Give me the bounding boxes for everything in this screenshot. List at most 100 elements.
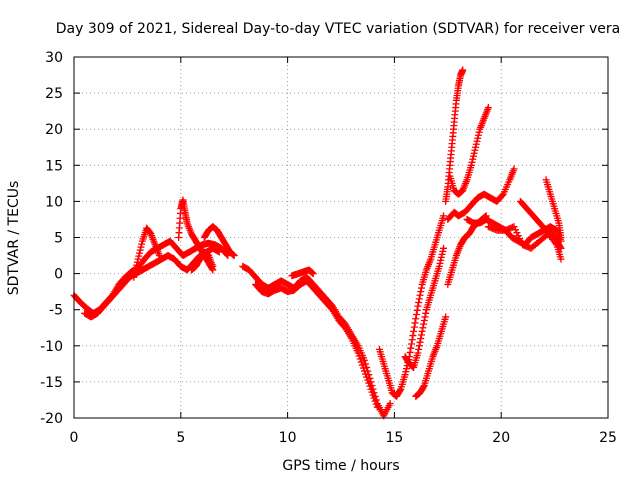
data-point bbox=[138, 240, 146, 248]
data-point bbox=[421, 313, 429, 321]
data-point bbox=[440, 212, 448, 220]
data-point bbox=[363, 373, 371, 381]
data-point bbox=[419, 324, 427, 332]
data-point bbox=[420, 317, 428, 325]
data-point bbox=[418, 327, 426, 335]
data-point bbox=[131, 270, 139, 278]
data-track-14 bbox=[446, 104, 492, 198]
y-tick-label: -10 bbox=[40, 339, 63, 355]
data-point bbox=[415, 298, 423, 306]
y-tick-label: 30 bbox=[45, 50, 63, 66]
data-point bbox=[467, 161, 475, 169]
data-point bbox=[401, 371, 409, 379]
data-point bbox=[436, 259, 444, 267]
data-point bbox=[155, 252, 163, 260]
data-point bbox=[230, 252, 238, 260]
data-track-9 bbox=[288, 266, 317, 280]
plot-frame bbox=[73, 56, 609, 419]
data-point bbox=[420, 383, 428, 391]
data-point bbox=[410, 327, 418, 335]
data-point bbox=[407, 344, 415, 352]
data-point bbox=[209, 262, 217, 270]
data-point bbox=[416, 291, 424, 299]
data-point bbox=[373, 403, 381, 411]
data-track-15 bbox=[444, 165, 518, 223]
data-point bbox=[417, 284, 425, 292]
data-point bbox=[371, 397, 379, 405]
data-point bbox=[511, 226, 519, 234]
x-tick-label: 15 bbox=[385, 430, 403, 446]
data-point bbox=[516, 235, 524, 243]
x-tick-label: 20 bbox=[492, 430, 510, 446]
data-point bbox=[498, 191, 506, 199]
data-point bbox=[475, 128, 483, 136]
data-point bbox=[367, 385, 375, 393]
y-tick-label: -5 bbox=[49, 303, 63, 319]
x-tick-label: 0 bbox=[70, 430, 79, 446]
data-point bbox=[215, 248, 223, 256]
data-track-7 bbox=[239, 262, 394, 420]
data-point bbox=[357, 358, 365, 366]
data-point bbox=[472, 140, 480, 148]
x-axis-label: GPS time / hours bbox=[282, 458, 399, 474]
data-point bbox=[368, 388, 376, 396]
data-point bbox=[406, 348, 414, 356]
data-point bbox=[362, 370, 370, 378]
data-point bbox=[422, 309, 430, 317]
y-tick-label: 0 bbox=[54, 267, 63, 283]
data-point bbox=[470, 149, 478, 157]
data-point bbox=[356, 355, 364, 363]
data-point bbox=[135, 252, 143, 260]
data-point bbox=[136, 249, 144, 257]
chart-title: Day 309 of 2021, Sidereal Day-to-day VTE… bbox=[56, 21, 620, 37]
data-point bbox=[365, 379, 373, 387]
data-point bbox=[556, 243, 564, 251]
data-point bbox=[438, 250, 446, 258]
data-point bbox=[402, 368, 410, 376]
data-track-20 bbox=[542, 176, 565, 241]
y-tick-labels: -20 -15 -10 -5 0 5 10 15 20 25 30 bbox=[40, 50, 63, 427]
data-track-12 bbox=[412, 313, 450, 400]
data-point bbox=[414, 349, 422, 357]
data-point bbox=[469, 152, 477, 160]
x-tick-label: 5 bbox=[176, 430, 185, 446]
data-point bbox=[386, 400, 394, 408]
data-point bbox=[408, 336, 416, 344]
data-point bbox=[358, 361, 366, 369]
data-track-13 bbox=[442, 66, 467, 205]
data-point bbox=[420, 320, 428, 328]
data-track-5 bbox=[187, 248, 217, 274]
data-point bbox=[417, 288, 425, 296]
data-point bbox=[354, 349, 362, 357]
data-point bbox=[372, 400, 380, 408]
data-point bbox=[510, 223, 518, 231]
data-point bbox=[474, 131, 482, 139]
y-tick-label: -20 bbox=[40, 411, 63, 427]
data-point bbox=[359, 364, 367, 372]
data-point bbox=[403, 365, 411, 373]
data-point bbox=[440, 244, 448, 252]
data-point bbox=[415, 345, 423, 353]
data-points bbox=[70, 66, 565, 420]
data-point bbox=[134, 255, 142, 263]
data-point bbox=[473, 137, 481, 145]
data-point bbox=[360, 367, 368, 375]
data-track-3 bbox=[130, 224, 163, 281]
data-point bbox=[410, 323, 418, 331]
data-track-2 bbox=[81, 244, 223, 321]
data-point bbox=[435, 262, 443, 270]
data-point bbox=[514, 232, 522, 240]
y-tick-label: 5 bbox=[54, 231, 63, 247]
y-tick-label: 25 bbox=[45, 86, 63, 102]
data-point bbox=[366, 382, 374, 390]
data-point bbox=[472, 143, 480, 151]
data-track-19 bbox=[516, 197, 565, 252]
data-point bbox=[415, 342, 423, 350]
data-point bbox=[459, 66, 467, 74]
data-point bbox=[417, 331, 425, 339]
data-point bbox=[409, 332, 417, 340]
data-point bbox=[474, 134, 482, 142]
data-point bbox=[439, 247, 447, 255]
grid-lines bbox=[74, 57, 608, 418]
